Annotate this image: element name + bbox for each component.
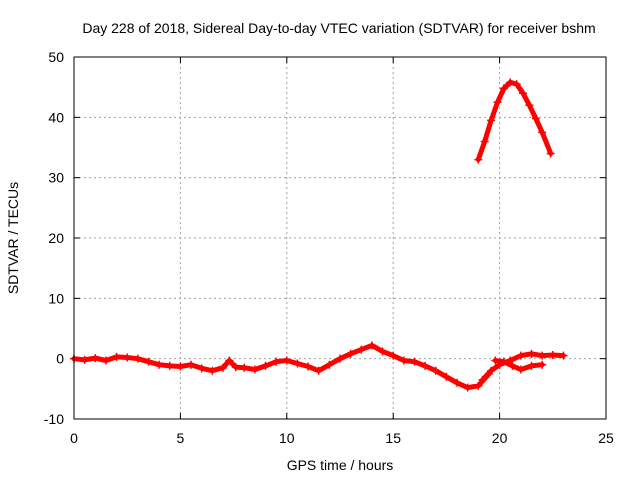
data-point [474, 381, 483, 390]
data-point [487, 366, 496, 375]
data-point [480, 137, 489, 146]
y-tick-label: 50 [48, 49, 64, 65]
data-point [240, 363, 249, 372]
x-tick-label: 25 [598, 430, 614, 446]
data-point [336, 354, 344, 363]
data-point [421, 361, 430, 370]
data-point [346, 349, 355, 358]
y-tick-label: 20 [48, 230, 64, 246]
data-point [538, 360, 547, 369]
data-point [378, 347, 387, 356]
data-point [478, 375, 487, 384]
data-point [474, 155, 483, 164]
plot-frame [73, 56, 607, 420]
series-line [475, 79, 554, 163]
x-tick-label: 10 [279, 430, 295, 446]
data-point [493, 98, 502, 107]
data-point [144, 357, 153, 366]
data-point [133, 354, 142, 363]
data-point [208, 366, 217, 375]
data-point [101, 356, 110, 365]
data-point [546, 149, 555, 158]
data-point [531, 114, 540, 123]
data-point [538, 128, 547, 137]
data-point [225, 356, 234, 365]
data-point [218, 363, 227, 372]
data-point [367, 341, 376, 350]
y-tick-label: 30 [48, 170, 64, 186]
data-point [442, 372, 451, 381]
data-point [282, 356, 291, 365]
x-tick-label: 15 [385, 430, 401, 446]
data-point [499, 357, 508, 366]
x-tick-label: 0 [70, 430, 78, 446]
data-point [325, 360, 334, 369]
data-point [187, 360, 196, 369]
x-tick-label: 20 [492, 430, 508, 446]
data-point [155, 360, 164, 369]
data-point [231, 363, 240, 372]
data-point [80, 355, 89, 364]
data-point [508, 361, 517, 370]
data-point [293, 359, 302, 368]
data-point [516, 351, 525, 360]
data-point [197, 364, 206, 373]
data-point [516, 365, 525, 374]
data-point [453, 378, 462, 387]
data-point [123, 353, 132, 362]
data-point [519, 89, 528, 98]
data-point [314, 366, 323, 375]
data-point [165, 361, 174, 370]
data-point [512, 80, 521, 89]
data-point [506, 78, 515, 87]
data-point [548, 351, 557, 360]
data-point [527, 349, 536, 358]
data-point [538, 351, 547, 360]
y-tick-label: -10 [44, 411, 64, 427]
data-point [491, 356, 500, 365]
data-point [112, 352, 121, 361]
data-point [525, 101, 534, 110]
data-point [304, 362, 313, 371]
data-point [357, 345, 366, 354]
series-sdtvar [70, 78, 568, 392]
y-tick-label: 10 [48, 290, 64, 306]
data-point [499, 84, 508, 93]
data-point [410, 357, 419, 366]
data-point [559, 351, 568, 360]
y-tick-label: 40 [48, 109, 64, 125]
y-axis-label: SDTVAR / TECUs [5, 182, 21, 294]
data-point [463, 383, 472, 392]
x-axis-label: GPS time / hours [287, 457, 394, 473]
data-point [431, 366, 440, 375]
data-point [91, 354, 100, 363]
data-point [176, 362, 185, 371]
chart-tick-labels: 0 5 10 15 20 25 -10 0 10 20 30 40 50 [44, 49, 614, 446]
data-point [399, 356, 408, 365]
chart-points [70, 78, 568, 392]
x-tick-label: 5 [177, 430, 185, 446]
data-point [261, 361, 270, 370]
data-point [527, 361, 536, 370]
data-point [389, 351, 398, 360]
data-point [487, 116, 496, 125]
chart-title: Day 228 of 2018, Sidereal Day-to-day VTE… [82, 20, 595, 36]
y-tick-label: 0 [56, 351, 64, 367]
data-point [272, 357, 281, 366]
data-point [250, 365, 259, 374]
